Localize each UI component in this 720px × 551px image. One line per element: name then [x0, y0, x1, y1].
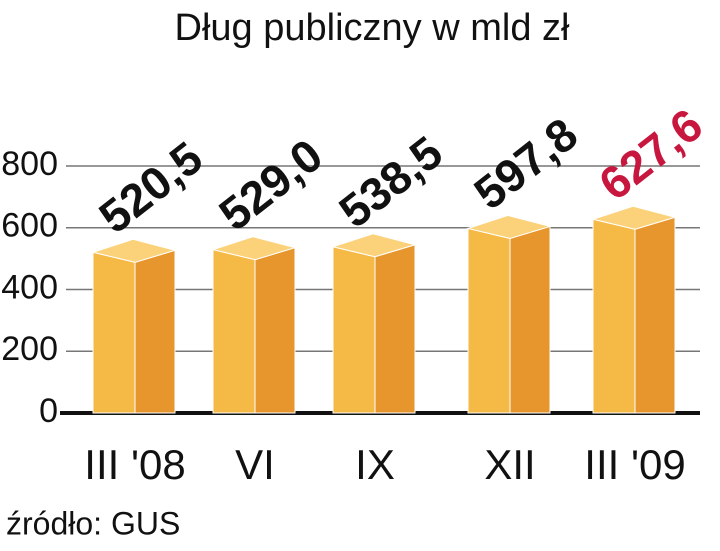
bar-top	[591, 205, 677, 230]
value-label: 520,5	[89, 131, 212, 243]
x-tick-label: III '08	[84, 441, 185, 488]
chart-title: Dług publiczny w mld zł	[175, 7, 570, 49]
value-label: 597,8	[464, 107, 587, 219]
y-tick-label: 200	[1, 330, 58, 368]
source-note: źródło: GUS	[6, 505, 180, 541]
x-tick-label: VI	[235, 441, 275, 488]
bar-front	[332, 246, 376, 414]
bar-side	[254, 246, 296, 414]
bar-front	[467, 227, 511, 414]
bar-front	[592, 218, 636, 414]
bar-side	[634, 216, 676, 414]
value-label: 627,6	[589, 98, 712, 210]
value-label: 538,5	[329, 126, 452, 238]
bar	[331, 233, 417, 414]
bar-front	[212, 249, 256, 414]
bar-top	[211, 236, 297, 261]
bar	[466, 214, 552, 414]
bar	[91, 238, 177, 414]
y-tick-label: 400	[1, 268, 58, 306]
bar-top	[91, 238, 177, 263]
bar	[211, 236, 297, 414]
bar-side	[374, 244, 416, 414]
bar-side	[134, 249, 176, 414]
bar-top	[331, 233, 417, 258]
y-tick-label: 0	[39, 392, 58, 430]
bar-front	[92, 251, 136, 414]
bar	[591, 205, 677, 414]
x-tick-label: XII	[484, 441, 535, 488]
value-label: 529,0	[209, 129, 332, 241]
y-tick-label: 600	[1, 207, 58, 245]
bar-top	[466, 214, 552, 239]
x-tick-label: III '09	[584, 441, 685, 488]
x-tick-label: IX	[355, 441, 395, 488]
y-tick-label: 800	[1, 145, 58, 183]
bar-side	[509, 225, 551, 414]
